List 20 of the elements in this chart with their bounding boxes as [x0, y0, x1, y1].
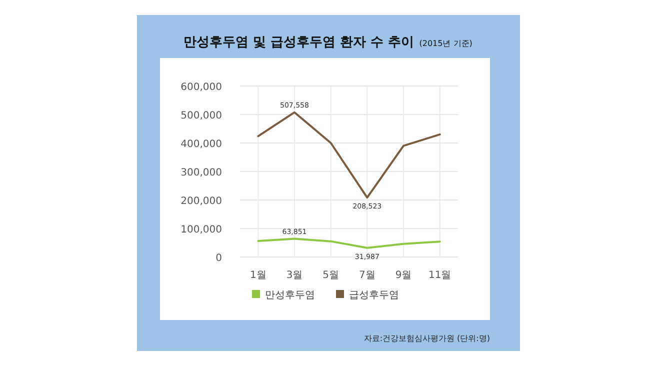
chart-title: 만성후두염 및 급성후두염 환자 수 추이: [184, 35, 414, 50]
line-series: [257, 111, 441, 199]
y-tick-label: 400,000: [180, 139, 222, 150]
x-tick-label: 9월: [395, 270, 412, 281]
x-tick-label: 7월: [358, 270, 376, 281]
y-tick-label: 100,000: [180, 224, 222, 236]
y-tick-label: 200,000: [180, 196, 222, 207]
x-tick-label: 3월: [286, 270, 303, 281]
legend-label: 급성후두염: [349, 290, 399, 301]
text: 자료:건강보험심사평가원 (단위:명): [364, 334, 490, 343]
y-tick-label: 500,000: [180, 110, 222, 122]
x-tick-label: 11월: [428, 270, 452, 281]
x-tick-label: 5월: [322, 270, 340, 281]
chart-subtitle: (2015년 기준): [419, 39, 472, 48]
y-tick-label: 0: [216, 253, 222, 264]
legend-label: 만성후두염: [265, 290, 315, 301]
x-tick-label: 1월: [250, 270, 266, 281]
y-tick-label: 600,000: [180, 82, 222, 93]
y-tick-label: 300,000: [180, 168, 222, 178]
line-series: [257, 238, 441, 249]
